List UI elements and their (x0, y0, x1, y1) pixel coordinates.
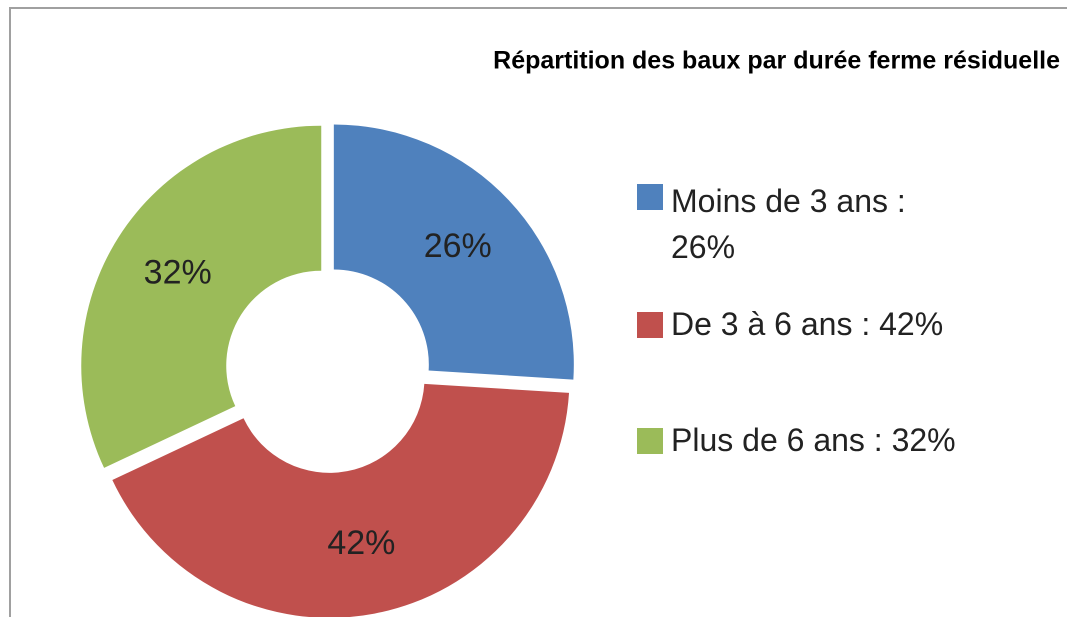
data-label: 26% (424, 227, 492, 265)
legend-label: De 3 à 6 ans : 42% (671, 306, 944, 342)
legend-item: Moins de 3 ans : 26% (637, 178, 967, 271)
legend-label: Moins de 3 ans : 26% (671, 183, 906, 266)
slice (333, 124, 574, 380)
slice (81, 125, 322, 468)
legend-swatch (637, 184, 663, 210)
legend-item: De 3 à 6 ans : 42% (637, 306, 943, 343)
chart-frame (9, 7, 1067, 617)
legend-swatch (637, 312, 663, 338)
data-label: 42% (327, 524, 395, 562)
chart-title: Répartition des baux par durée ferme rés… (493, 47, 1060, 75)
data-label: 32% (144, 254, 212, 292)
legend-item: Plus de 6 ans : 32% (637, 422, 956, 459)
legend-label: Plus de 6 ans : 32% (671, 422, 956, 458)
legend-swatch (637, 428, 663, 454)
slice (112, 383, 570, 617)
